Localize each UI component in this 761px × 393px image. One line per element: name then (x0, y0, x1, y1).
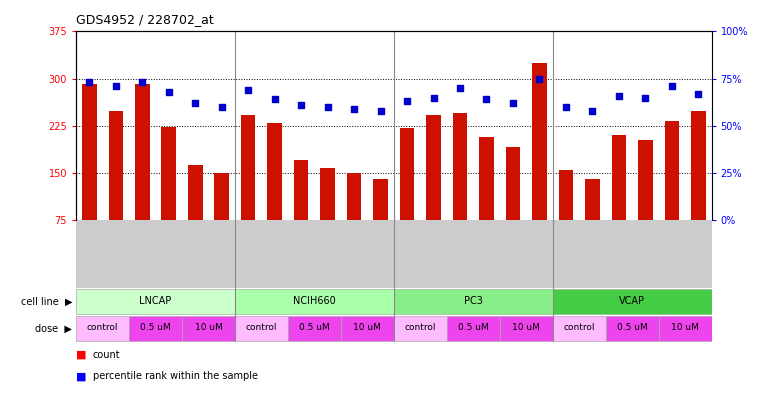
Bar (320, 168, 335, 220)
Text: 10 uM: 10 uM (195, 323, 222, 332)
Text: 10 uM: 10 uM (671, 323, 699, 332)
Text: 0.5 uM: 0.5 uM (299, 323, 330, 332)
Text: control: control (246, 323, 277, 332)
Bar (182, 316, 235, 341)
Text: NCIH660: NCIH660 (293, 296, 336, 306)
Point (269, 96, 281, 103)
Text: cell line  ▶: cell line ▶ (21, 296, 72, 307)
Point (533, 75, 546, 82)
Bar (135, 84, 150, 220)
Point (666, 83, 678, 89)
Bar (109, 112, 123, 220)
Bar (288, 316, 341, 341)
Bar (664, 121, 679, 220)
Point (295, 102, 307, 108)
Bar (585, 180, 600, 220)
Point (163, 89, 175, 95)
Point (215, 104, 228, 110)
Point (507, 100, 519, 107)
Bar (612, 135, 626, 220)
Bar (505, 147, 521, 220)
Text: ■: ■ (76, 350, 87, 360)
Bar (479, 137, 494, 220)
Point (189, 100, 202, 107)
Point (560, 104, 572, 110)
Bar (241, 115, 256, 220)
Bar (532, 63, 546, 220)
Text: count: count (93, 350, 120, 360)
Text: 0.5 uM: 0.5 uM (616, 323, 648, 332)
Bar (235, 289, 394, 314)
Text: control: control (87, 323, 118, 332)
Text: LNCAP: LNCAP (139, 296, 172, 306)
Point (613, 92, 625, 99)
Text: VCAP: VCAP (619, 296, 645, 306)
Point (401, 98, 413, 105)
Text: control: control (405, 323, 436, 332)
Bar (453, 113, 467, 220)
Bar (559, 170, 573, 220)
Point (693, 91, 705, 97)
Point (322, 104, 334, 110)
Point (639, 94, 651, 101)
Bar (161, 127, 176, 220)
Bar (294, 160, 308, 220)
Bar (426, 115, 441, 220)
Point (110, 83, 122, 89)
Point (242, 87, 254, 93)
Bar (500, 316, 552, 341)
Bar (341, 316, 394, 341)
Bar (215, 173, 229, 220)
Bar (638, 140, 653, 220)
Text: 0.5 uM: 0.5 uM (140, 323, 171, 332)
Bar (400, 128, 414, 220)
Point (586, 108, 598, 114)
Bar (394, 316, 447, 341)
Text: 10 uM: 10 uM (512, 323, 540, 332)
Text: 10 uM: 10 uM (353, 323, 381, 332)
Bar (347, 173, 361, 220)
Text: ■: ■ (76, 371, 87, 381)
Bar (82, 84, 97, 220)
Bar (552, 289, 712, 314)
Text: 0.5 uM: 0.5 uM (458, 323, 489, 332)
Bar (267, 123, 282, 220)
Text: dose  ▶: dose ▶ (36, 323, 72, 333)
Bar (394, 289, 552, 314)
Bar (129, 316, 182, 341)
Bar (552, 316, 606, 341)
Bar (658, 316, 712, 341)
Point (428, 94, 440, 101)
Point (348, 106, 360, 112)
Bar (691, 111, 705, 220)
Text: GDS4952 / 228702_at: GDS4952 / 228702_at (76, 13, 214, 26)
Bar (76, 316, 129, 341)
Bar (188, 165, 202, 220)
Point (480, 96, 492, 103)
Point (454, 85, 466, 91)
Text: PC3: PC3 (463, 296, 482, 306)
Bar (76, 289, 235, 314)
Text: percentile rank within the sample: percentile rank within the sample (93, 371, 258, 381)
Point (83, 79, 95, 86)
Bar (235, 316, 288, 341)
Text: control: control (563, 323, 595, 332)
Point (374, 108, 387, 114)
Bar (606, 316, 658, 341)
Bar (447, 316, 500, 341)
Bar (374, 180, 388, 220)
Point (136, 79, 148, 86)
